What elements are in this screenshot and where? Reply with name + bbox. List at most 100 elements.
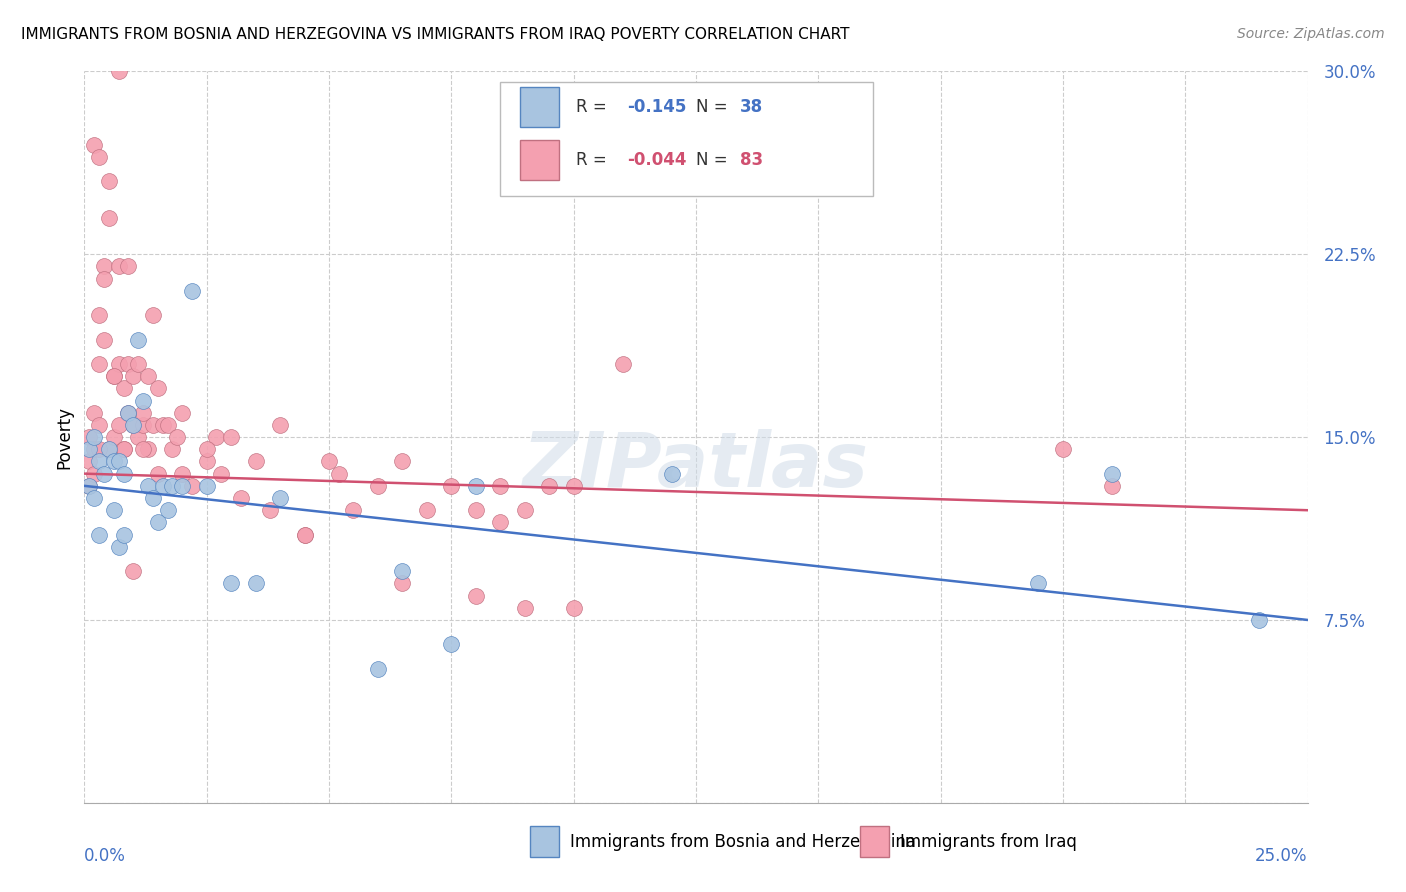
Point [77, 479, 100, 493]
Point [103, 454, 125, 468]
Point [132, 393, 155, 408]
Point [259, 503, 281, 517]
Point [122, 369, 145, 384]
Point [367, 662, 389, 676]
Point [107, 260, 129, 274]
Point [97, 442, 120, 457]
Point [489, 479, 512, 493]
FancyBboxPatch shape [530, 826, 560, 857]
Point [1052, 442, 1074, 457]
Point [112, 527, 135, 541]
Point [209, 467, 232, 481]
Point [172, 467, 194, 481]
Point [464, 589, 486, 603]
Point [83, 430, 105, 444]
Point [219, 576, 242, 591]
Point [136, 369, 159, 384]
Point [142, 308, 165, 322]
Point [77, 454, 100, 468]
Point [146, 467, 169, 481]
Text: IMMIGRANTS FROM BOSNIA AND HERZEGOVINA VS IMMIGRANTS FROM IRAQ POVERTY CORRELATI: IMMIGRANTS FROM BOSNIA AND HERZEGOVINA V… [21, 27, 849, 42]
Point [87, 417, 110, 432]
Point [245, 454, 267, 468]
Point [489, 516, 512, 530]
Point [122, 417, 145, 432]
Point [318, 454, 340, 468]
Point [136, 479, 159, 493]
Point [142, 491, 165, 505]
Point [342, 503, 364, 517]
Text: Immigrants from Bosnia and Herzegovina: Immigrants from Bosnia and Herzegovina [569, 832, 915, 851]
Point [93, 333, 115, 347]
Point [464, 503, 486, 517]
Point [1028, 576, 1050, 591]
Text: Source: ZipAtlas.com: Source: ZipAtlas.com [1237, 27, 1385, 41]
Text: N =: N = [696, 151, 727, 169]
Point [103, 430, 125, 444]
Point [87, 527, 110, 541]
Point [367, 479, 389, 493]
Point [1247, 613, 1270, 627]
Point [127, 357, 149, 371]
Point [127, 430, 149, 444]
Point [1101, 479, 1123, 493]
Point [87, 150, 110, 164]
Point [117, 260, 139, 274]
Point [294, 527, 316, 541]
Point [83, 137, 105, 152]
Point [156, 503, 179, 517]
Point [87, 308, 110, 322]
FancyBboxPatch shape [520, 87, 560, 127]
Text: R =: R = [576, 151, 607, 169]
Point [132, 417, 155, 432]
Point [107, 454, 129, 468]
Point [269, 491, 291, 505]
Text: Immigrants from Iraq: Immigrants from Iraq [900, 832, 1077, 851]
Point [93, 260, 115, 274]
Point [97, 442, 120, 457]
Point [391, 576, 413, 591]
Text: 25.0%: 25.0% [1256, 847, 1308, 864]
Point [146, 381, 169, 395]
Point [107, 64, 129, 78]
Point [195, 479, 218, 493]
Point [229, 491, 252, 505]
Point [391, 564, 413, 578]
Point [87, 454, 110, 468]
Point [219, 430, 242, 444]
Point [391, 454, 413, 468]
Point [156, 417, 179, 432]
Point [162, 479, 184, 493]
Point [181, 284, 204, 298]
Point [172, 406, 194, 420]
Point [77, 442, 100, 457]
Point [162, 442, 184, 457]
Point [440, 479, 463, 493]
Text: -0.145: -0.145 [627, 98, 688, 116]
Point [117, 357, 139, 371]
Point [83, 467, 105, 481]
Point [127, 333, 149, 347]
Point [661, 467, 683, 481]
Point [77, 430, 100, 444]
FancyBboxPatch shape [501, 82, 873, 195]
Point [181, 479, 204, 493]
Point [122, 564, 145, 578]
Text: 38: 38 [740, 98, 763, 116]
Point [97, 211, 120, 225]
Text: N =: N = [696, 98, 727, 116]
Point [136, 442, 159, 457]
Point [538, 479, 561, 493]
Point [513, 503, 536, 517]
Point [328, 467, 350, 481]
Point [112, 381, 135, 395]
Point [416, 503, 439, 517]
Text: 0.0%: 0.0% [84, 847, 127, 864]
Point [77, 479, 100, 493]
Point [132, 406, 155, 420]
Point [142, 417, 165, 432]
Point [107, 357, 129, 371]
Point [513, 600, 536, 615]
Point [152, 479, 174, 493]
Point [166, 430, 188, 444]
